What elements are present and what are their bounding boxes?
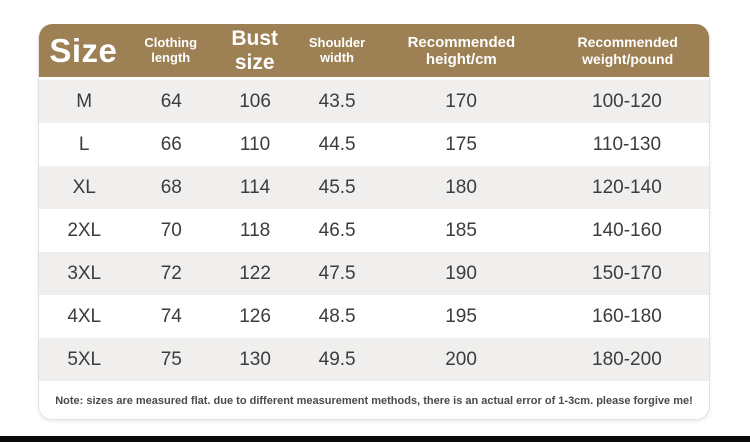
size-chart-table: Size Clothing length Bust size Shoulder …: [38, 24, 710, 420]
cell-height: 200: [445, 348, 477, 370]
cell-weight: 160-180: [592, 305, 662, 327]
table-header-row: Size Clothing length Bust size Shoulder …: [39, 24, 709, 77]
cell-shoulder: 46.5: [318, 219, 356, 241]
header-bust-size: Bust size: [231, 26, 279, 74]
table-row-5xl: 5XL 75 130 49.5 200 180-200: [39, 338, 709, 381]
cell-size: 5XL: [67, 348, 102, 370]
cell-weight: 150-170: [592, 262, 662, 284]
header-clothing-length: Clothing length: [144, 34, 198, 65]
cell-height: 170: [445, 90, 477, 112]
cell-length: 68: [160, 176, 182, 198]
cell-weight: 140-160: [592, 219, 662, 241]
header-recommended-weight: Recommended weight/pound: [577, 34, 678, 67]
cell-bust: 130: [239, 348, 271, 370]
cell-size: L: [78, 133, 90, 155]
table-row-xl: XL 68 114 45.5 180 120-140: [39, 166, 709, 209]
cell-height: 185: [445, 219, 477, 241]
header-recommended-height: Recommended height/cm: [407, 33, 516, 68]
cell-shoulder: 47.5: [318, 262, 356, 284]
cell-shoulder: 43.5: [318, 90, 356, 112]
cell-size: XL: [72, 176, 96, 198]
cell-length: 74: [160, 305, 182, 327]
cell-shoulder: 45.5: [318, 176, 356, 198]
table-row-2xl: 2XL 70 118 46.5 185 140-160: [39, 209, 709, 252]
header-shoulder-width: Shoulder width: [308, 34, 366, 65]
table-row-m: M 64 106 43.5 170 100-120: [39, 80, 709, 123]
cell-length: 64: [160, 90, 182, 112]
header-size: Size: [49, 31, 118, 69]
cell-size: 3XL: [67, 262, 102, 284]
cell-height: 190: [445, 262, 477, 284]
cell-bust: 122: [239, 262, 271, 284]
cell-shoulder: 48.5: [318, 305, 356, 327]
cell-size: M: [76, 90, 93, 112]
cell-height: 175: [445, 133, 477, 155]
cell-weight: 100-120: [592, 90, 662, 112]
cell-height: 195: [445, 305, 477, 327]
cell-bust: 118: [239, 219, 271, 241]
cell-size: 4XL: [67, 305, 102, 327]
table-row-l: L 66 110 44.5 175 110-130: [39, 123, 709, 166]
measurement-note: Note: sizes are measured flat. due to di…: [39, 381, 709, 419]
cell-bust: 126: [239, 305, 271, 327]
cell-shoulder: 49.5: [318, 348, 356, 370]
table-row-3xl: 3XL 72 122 47.5 190 150-170: [39, 252, 709, 295]
cell-weight: 110-130: [592, 133, 662, 155]
cell-height: 180: [445, 176, 477, 198]
cell-length: 66: [160, 133, 182, 155]
cell-length: 72: [160, 262, 182, 284]
cell-length: 70: [160, 219, 182, 241]
table-row-4xl: 4XL 74 126 48.5 195 160-180: [39, 295, 709, 338]
cell-shoulder: 44.5: [318, 133, 356, 155]
header-body-gap: [39, 77, 709, 80]
cell-bust: 106: [239, 90, 271, 112]
cell-bust: 114: [239, 176, 271, 198]
cell-weight: 120-140: [592, 176, 662, 198]
cell-size: 2XL: [67, 219, 102, 241]
cell-length: 75: [160, 348, 182, 370]
cell-bust: 110: [239, 133, 271, 155]
cell-weight: 180-200: [592, 348, 662, 370]
bottom-divider-bar: [0, 436, 750, 442]
